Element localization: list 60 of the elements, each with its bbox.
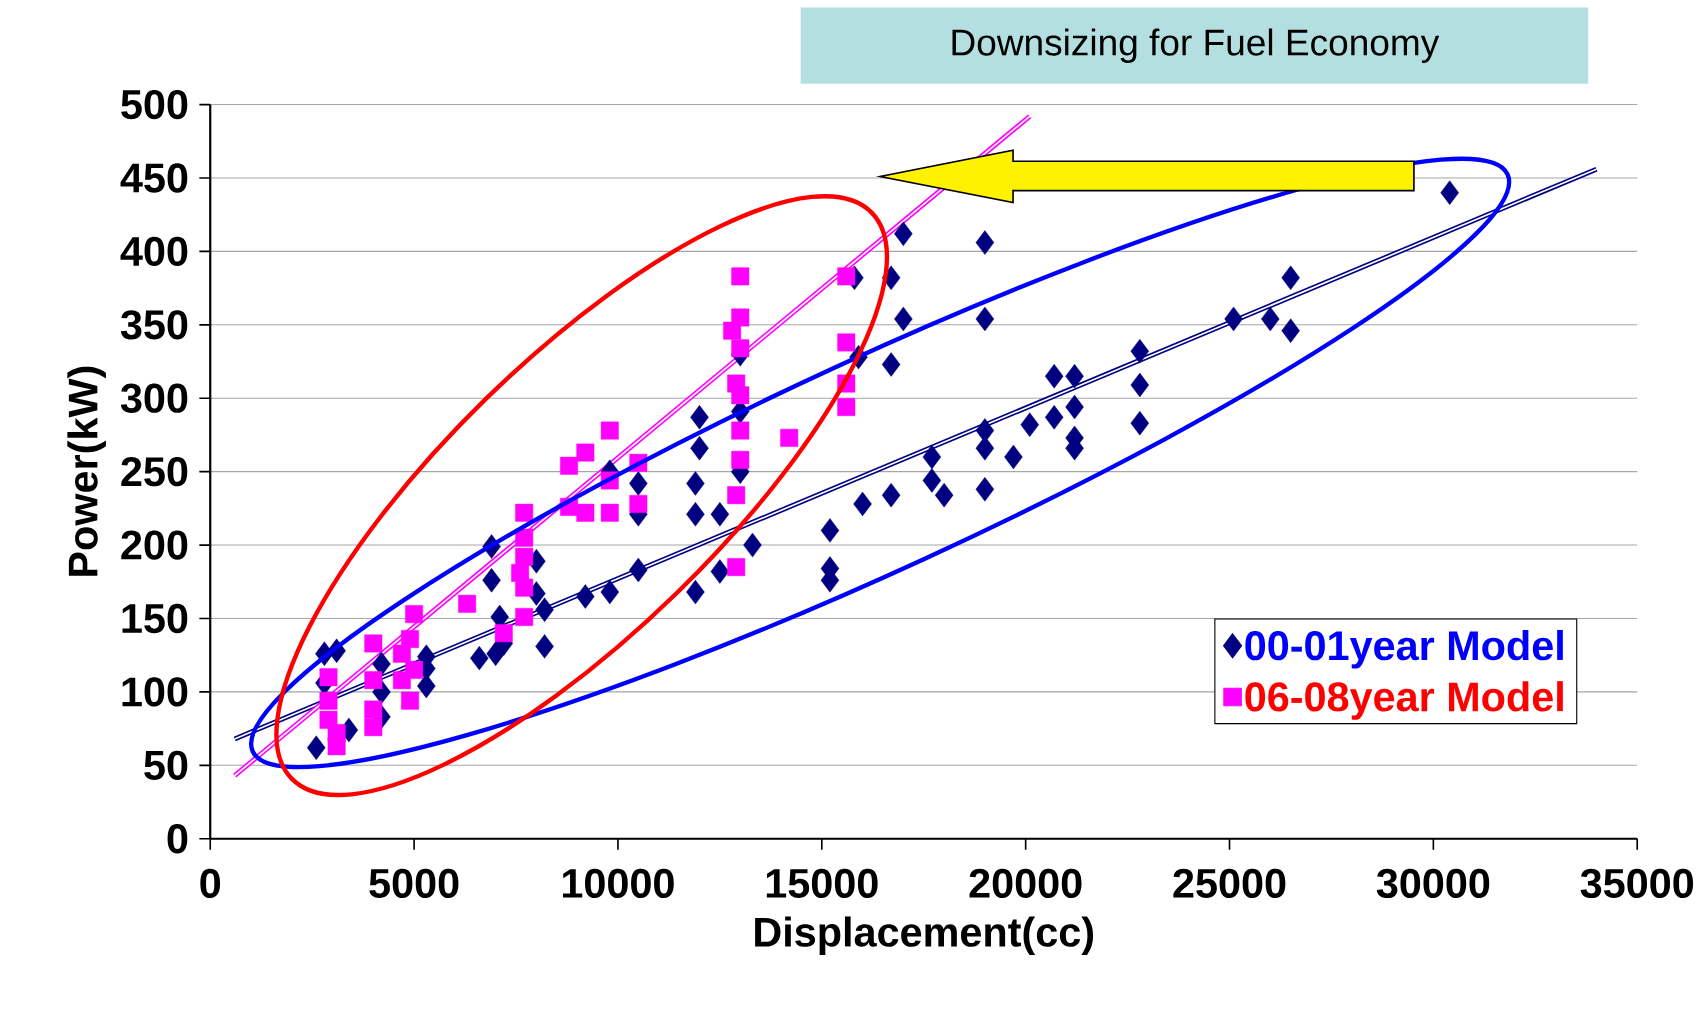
x-tick-label: 20000	[969, 868, 1082, 899]
legend-label: 00-01year Model	[1245, 629, 1563, 669]
legend-label: 06-08year Model	[1245, 681, 1563, 720]
y-tick-label: 450	[120, 163, 188, 193]
point	[364, 718, 383, 737]
point	[731, 339, 750, 358]
point	[837, 333, 856, 352]
chart-title: Downsizing for Fuel Economy	[952, 28, 1440, 64]
point	[392, 671, 411, 690]
point	[576, 443, 595, 462]
point	[727, 558, 746, 577]
point	[731, 451, 750, 469]
y-tick-label: 500	[121, 89, 188, 120]
point	[364, 700, 383, 719]
point	[401, 691, 419, 710]
point	[600, 503, 619, 522]
point	[731, 267, 750, 286]
point	[319, 668, 338, 687]
point	[837, 398, 856, 417]
point	[731, 386, 750, 405]
x-tick-label: 5000	[369, 868, 459, 899]
y-tick-label: 400	[120, 236, 188, 267]
y-tick-label: 200	[121, 530, 188, 560]
y-tick-label: 150	[122, 603, 188, 634]
y-tick-label: 100	[122, 677, 188, 707]
y-tick-label: 250	[121, 457, 188, 487]
point	[515, 503, 534, 522]
point	[723, 321, 742, 340]
point	[837, 267, 856, 286]
y-axis-title: Power(kW)	[67, 366, 106, 576]
point	[780, 428, 799, 447]
x-tick-label: 30000	[1376, 868, 1490, 899]
x-tick-label: 25000	[1173, 868, 1286, 899]
point	[319, 691, 338, 710]
point	[629, 495, 648, 513]
x-tick-label: 35000	[1580, 868, 1694, 899]
y-tick-label: 350	[120, 310, 188, 340]
point	[600, 421, 619, 440]
point	[405, 605, 424, 624]
point	[576, 503, 595, 522]
point	[515, 608, 534, 626]
x-tick-label: 10000	[563, 868, 674, 899]
x-tick-label: 15000	[766, 868, 878, 899]
x-tick-label: 0	[200, 868, 221, 899]
point	[727, 486, 746, 505]
point	[515, 528, 534, 547]
x-axis-title: Displacement(cc)	[755, 916, 1094, 956]
point	[515, 547, 534, 566]
point	[731, 421, 750, 440]
point	[511, 564, 530, 582]
point	[364, 634, 383, 653]
y-tick-label: 300	[120, 383, 188, 413]
point	[458, 594, 477, 613]
point	[364, 671, 383, 690]
y-tick-label: 0	[167, 824, 188, 854]
point	[560, 456, 578, 475]
point	[392, 644, 411, 663]
point	[494, 624, 513, 643]
point	[327, 724, 346, 742]
y-tick-label: 50	[144, 750, 188, 781]
